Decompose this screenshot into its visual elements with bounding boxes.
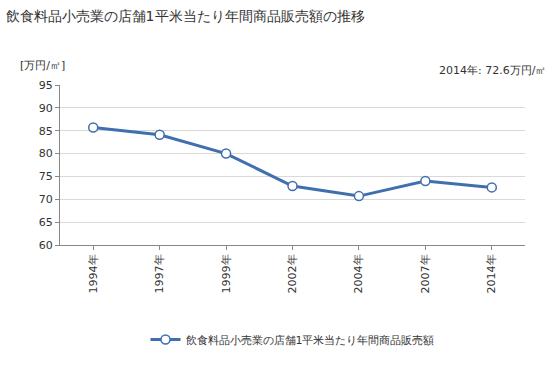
svg-text:95: 95 [39,79,53,92]
svg-text:2007年: 2007年 [419,254,432,293]
svg-text:2014年: 2014年 [485,254,498,293]
svg-text:1997年: 1997年 [153,254,166,293]
svg-text:[万円/㎡]: [万円/㎡] [20,59,65,72]
svg-text:85: 85 [39,125,53,138]
svg-text:飲食料品小売業の店舗1平米当たり年間商品販売額の推移: 飲食料品小売業の店舗1平米当たり年間商品販売額の推移 [6,8,365,24]
svg-text:2004年: 2004年 [353,254,366,293]
svg-text:70: 70 [39,193,53,206]
svg-text:75: 75 [39,170,53,183]
svg-text:1994年: 1994年 [87,254,100,293]
svg-text:90: 90 [39,102,53,115]
svg-text:飲食料品小売業の店舗1平米当たり年間商品販売額: 飲食料品小売業の店舗1平米当たり年間商品販売額 [186,334,435,347]
svg-text:60: 60 [39,239,53,252]
svg-text:1999年: 1999年 [220,254,233,293]
svg-text:80: 80 [39,147,53,160]
svg-text:2002年: 2002年 [286,254,299,293]
svg-text:65: 65 [39,216,53,229]
svg-text:2014年: 72.6万円/㎡: 2014年: 72.6万円/㎡ [439,64,546,77]
